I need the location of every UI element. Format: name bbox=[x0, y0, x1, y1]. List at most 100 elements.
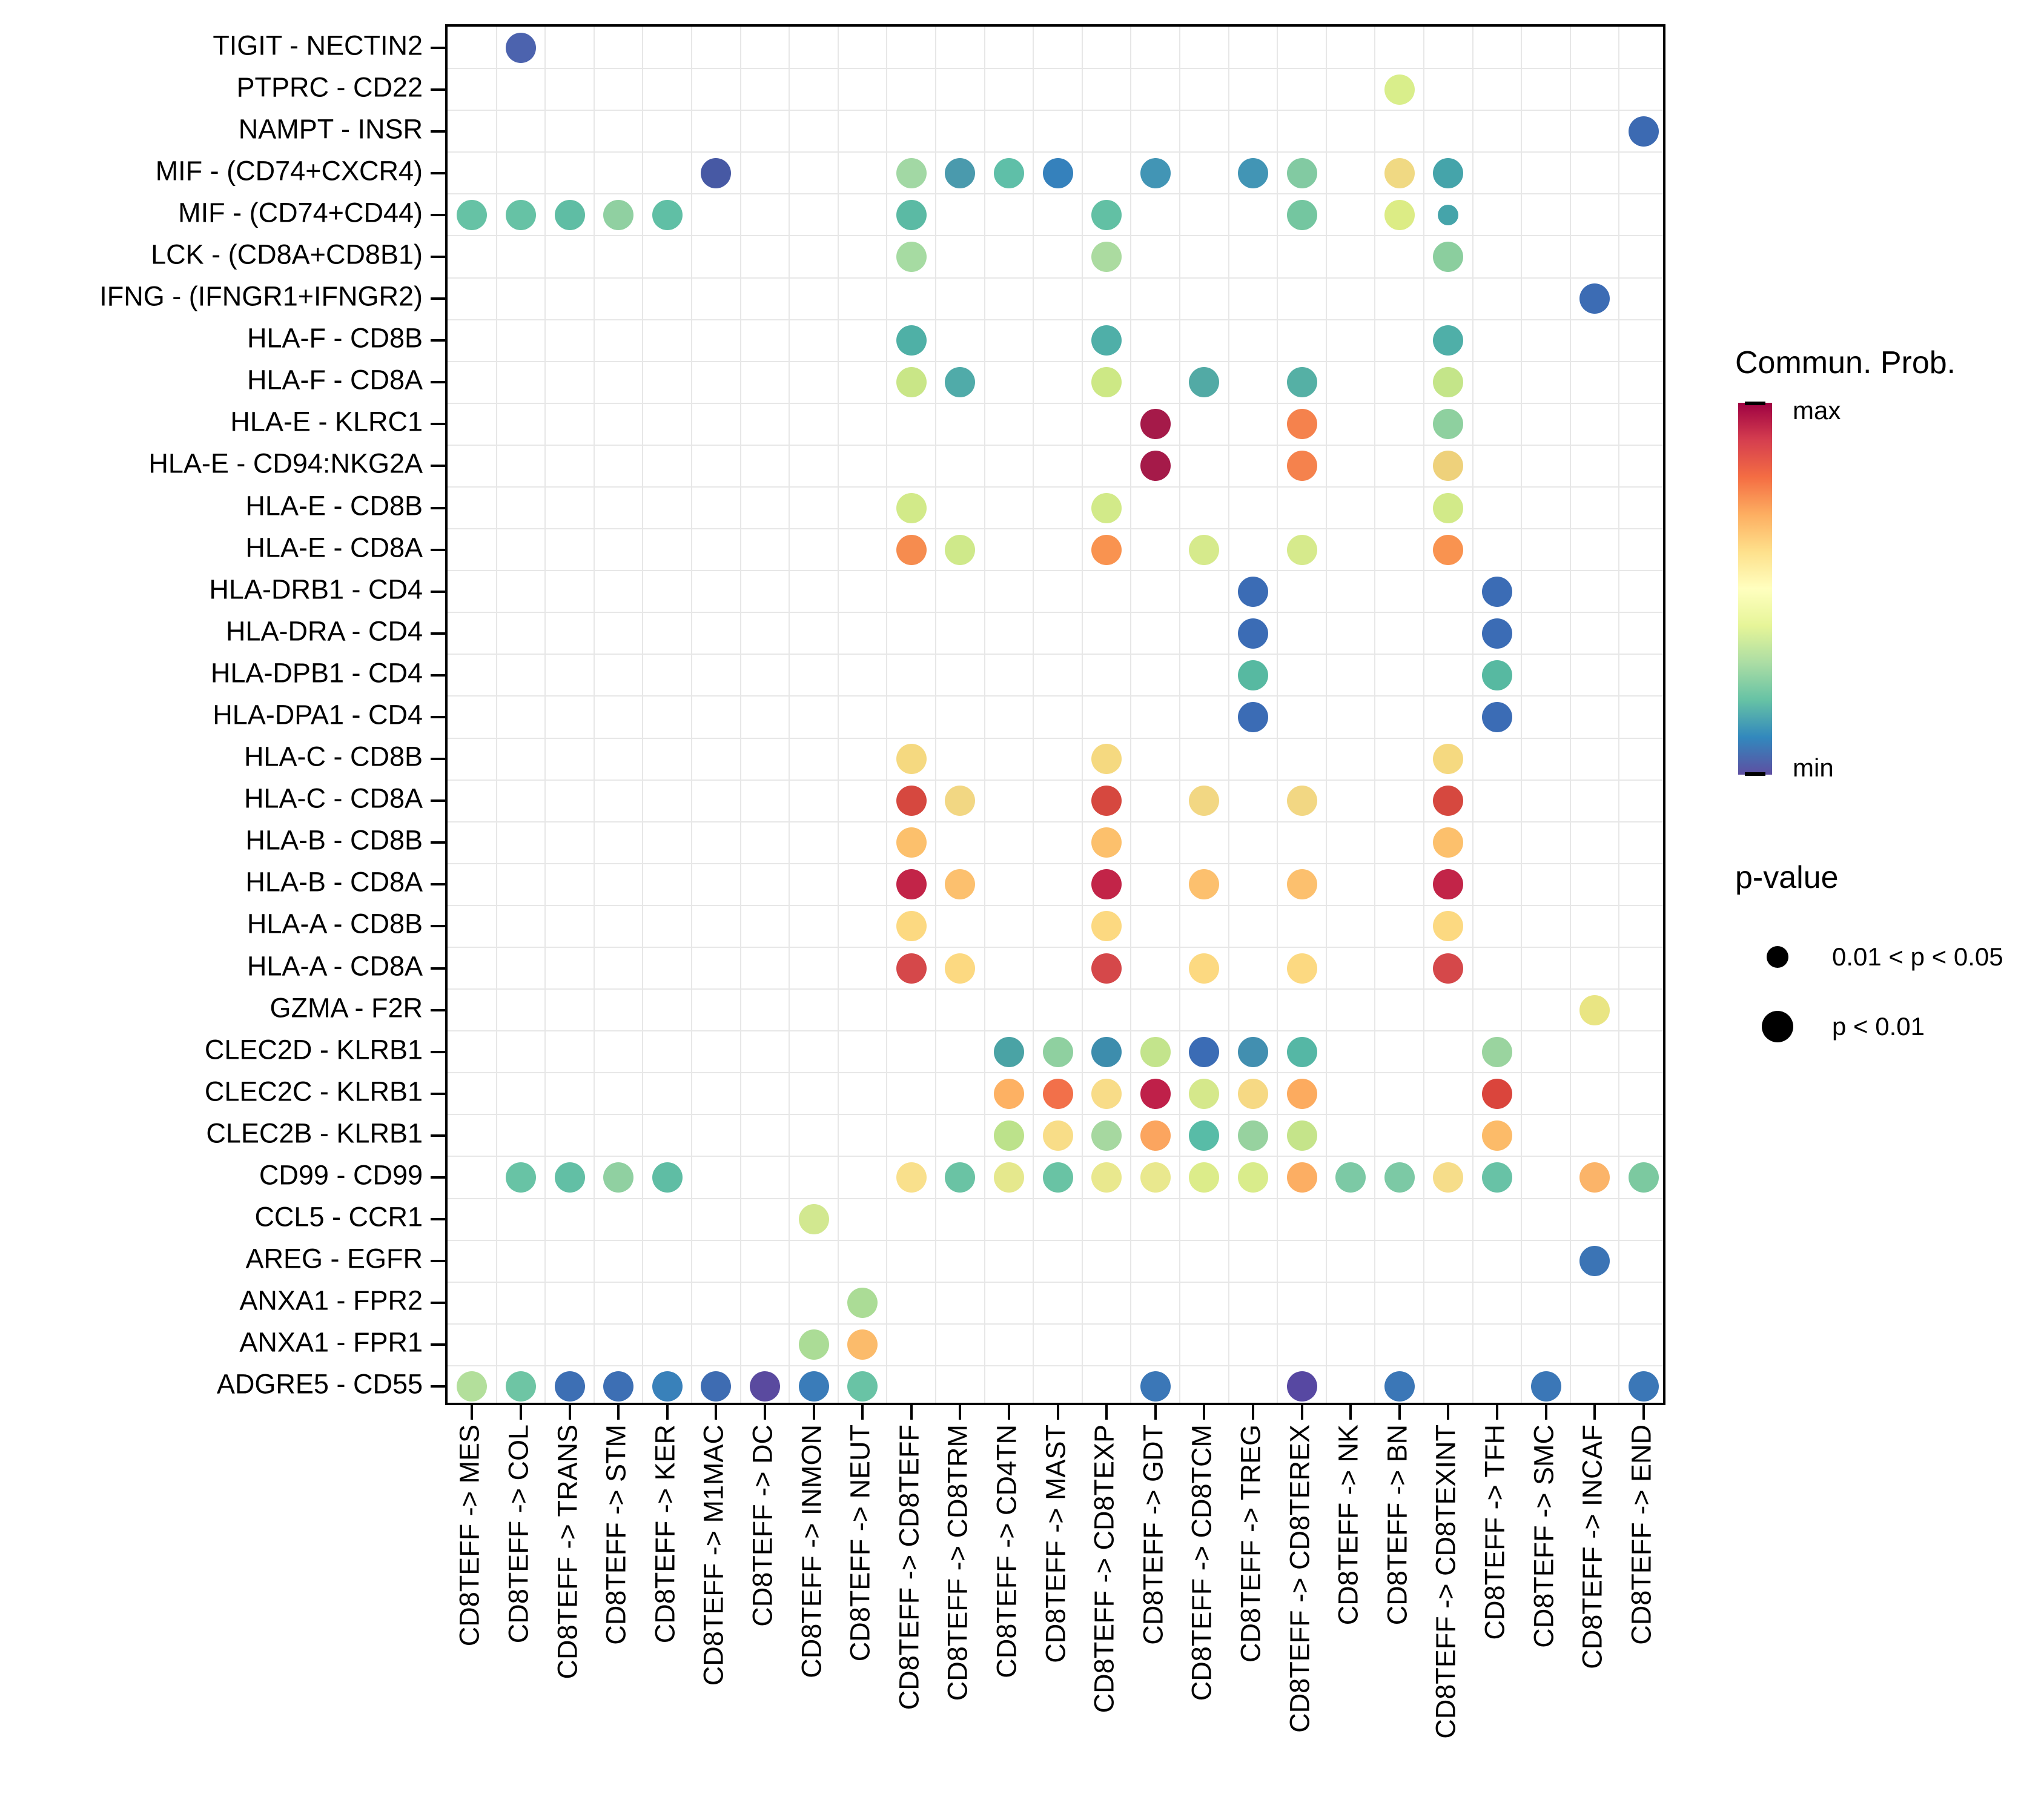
x-axis-label: CD8TEFF -> MAST bbox=[1040, 1425, 1071, 1663]
communication-probability-legend: Commun. Prob. max min bbox=[1735, 345, 2038, 781]
data-point bbox=[1579, 995, 1610, 1025]
data-point bbox=[1433, 827, 1464, 858]
y-axis-tick bbox=[431, 674, 445, 677]
gridline-horizontal bbox=[448, 737, 1663, 739]
gridline-vertical bbox=[1081, 27, 1083, 1403]
y-axis-tick bbox=[431, 256, 445, 258]
data-point bbox=[457, 199, 488, 230]
y-axis-tick bbox=[431, 339, 445, 342]
y-axis-label: MIF - (CD74+CXCR4) bbox=[155, 155, 423, 187]
y-axis-tick bbox=[431, 883, 445, 886]
colorbar-max-label: max bbox=[1793, 396, 1841, 425]
y-axis-label: HLA-DRB1 - CD4 bbox=[209, 574, 423, 605]
y-axis-label: TIGIT - NECTIN2 bbox=[213, 30, 423, 61]
y-axis-tick bbox=[431, 171, 445, 174]
x-axis-label: CD8TEFF -> CD8TEXP bbox=[1088, 1425, 1120, 1713]
data-point bbox=[1091, 786, 1122, 816]
y-axis-tick bbox=[431, 1050, 445, 1053]
gridline-horizontal bbox=[448, 821, 1663, 822]
x-axis-tick bbox=[1251, 1405, 1254, 1420]
x-axis-label: CD8TEFF -> END bbox=[1626, 1425, 1657, 1645]
x-axis-tick bbox=[1300, 1405, 1303, 1420]
gridline-vertical bbox=[1374, 27, 1376, 1403]
data-point bbox=[1433, 492, 1464, 523]
data-point bbox=[1091, 744, 1122, 775]
y-axis-tick bbox=[431, 88, 445, 91]
y-axis-tick bbox=[431, 213, 445, 216]
data-point bbox=[1189, 786, 1220, 816]
data-point bbox=[1189, 1036, 1220, 1067]
data-point bbox=[847, 1329, 878, 1360]
gridline-vertical bbox=[495, 27, 497, 1403]
x-axis-label: CD8TEFF -> NK bbox=[1332, 1425, 1364, 1626]
data-point bbox=[554, 1371, 585, 1402]
y-axis-label: HLA-F - CD8A bbox=[246, 364, 423, 396]
y-axis-label: HLA-C - CD8B bbox=[243, 741, 423, 772]
data-point bbox=[1042, 1078, 1073, 1109]
p-value-item: 0.01 < p < 0.05 bbox=[1735, 939, 2003, 975]
data-point bbox=[1384, 1371, 1415, 1402]
data-point bbox=[652, 199, 683, 230]
gridline-horizontal bbox=[448, 360, 1663, 362]
gridline-horizontal bbox=[448, 1281, 1663, 1283]
data-point bbox=[652, 1371, 683, 1402]
data-point bbox=[1433, 157, 1464, 188]
data-point bbox=[1579, 1162, 1610, 1193]
small-dot-key-icon bbox=[1767, 946, 1788, 968]
data-point bbox=[1189, 1162, 1220, 1193]
y-axis-label: AREG - EGFR bbox=[245, 1243, 423, 1274]
data-point bbox=[1091, 492, 1122, 523]
data-point bbox=[1433, 242, 1464, 272]
data-point bbox=[945, 869, 976, 900]
gridline-vertical bbox=[1033, 27, 1034, 1403]
gridline-horizontal bbox=[448, 193, 1663, 195]
gridline-vertical bbox=[1228, 27, 1229, 1403]
x-axis-tick bbox=[568, 1405, 571, 1420]
x-axis-label: CD8TEFF -> COL bbox=[503, 1425, 534, 1644]
data-point bbox=[993, 1036, 1024, 1067]
data-point bbox=[1433, 786, 1464, 816]
x-axis-tick bbox=[1544, 1405, 1547, 1420]
data-point bbox=[1433, 911, 1464, 942]
data-point bbox=[1091, 827, 1122, 858]
data-point bbox=[1335, 1162, 1366, 1193]
data-point bbox=[1237, 702, 1268, 732]
y-axis-label: NAMPT - INSR bbox=[238, 113, 423, 145]
x-axis-label: CD8TEFF -> NEUT bbox=[844, 1425, 876, 1662]
data-point bbox=[1140, 1371, 1171, 1402]
colorbar-min-tick bbox=[1745, 772, 1765, 776]
y-axis: TIGIT - NECTIN2 PTPRC - CD22 NAMPT - INSR M… bbox=[0, 24, 423, 1405]
gridline-vertical bbox=[935, 27, 936, 1403]
y-axis-label: HLA-E - CD8B bbox=[245, 490, 423, 521]
y-axis-label: HLA-E - CD8A bbox=[245, 532, 423, 563]
y-axis-label: ADGRE5 - CD55 bbox=[216, 1368, 423, 1400]
y-axis-tick bbox=[431, 716, 445, 718]
gridline-vertical bbox=[984, 27, 985, 1403]
p-value-title: p-value bbox=[1735, 860, 1839, 895]
y-axis-label: ANXA1 - FPR1 bbox=[239, 1326, 423, 1358]
data-point bbox=[993, 1078, 1024, 1109]
gridline-horizontal bbox=[448, 110, 1663, 111]
data-point bbox=[1091, 911, 1122, 942]
data-point bbox=[1286, 786, 1317, 816]
data-point bbox=[945, 953, 976, 984]
y-axis-label: CCL5 - CCR1 bbox=[254, 1201, 423, 1233]
y-axis-tick bbox=[431, 1385, 445, 1388]
y-axis-label: HLA-B - CD8A bbox=[245, 866, 423, 898]
y-axis-label: PTPRC - CD22 bbox=[236, 71, 423, 103]
data-point bbox=[1628, 116, 1659, 147]
y-axis-label: HLA-B - CD8B bbox=[245, 824, 423, 856]
data-point bbox=[1286, 534, 1317, 565]
x-axis-tick bbox=[1447, 1405, 1450, 1420]
colorbar-wrap: max min bbox=[1738, 398, 1841, 781]
gridline-horizontal bbox=[448, 1114, 1663, 1116]
data-point bbox=[1286, 1036, 1317, 1067]
x-axis-tick bbox=[1593, 1405, 1596, 1420]
data-point bbox=[896, 157, 927, 188]
data-point bbox=[993, 157, 1024, 188]
data-point bbox=[1579, 1246, 1610, 1277]
data-point bbox=[1237, 1162, 1268, 1193]
data-point bbox=[1286, 1371, 1317, 1402]
gridline-horizontal bbox=[448, 528, 1663, 530]
x-axis-label: CD8TEFF -> CD8TCM bbox=[1186, 1425, 1217, 1701]
